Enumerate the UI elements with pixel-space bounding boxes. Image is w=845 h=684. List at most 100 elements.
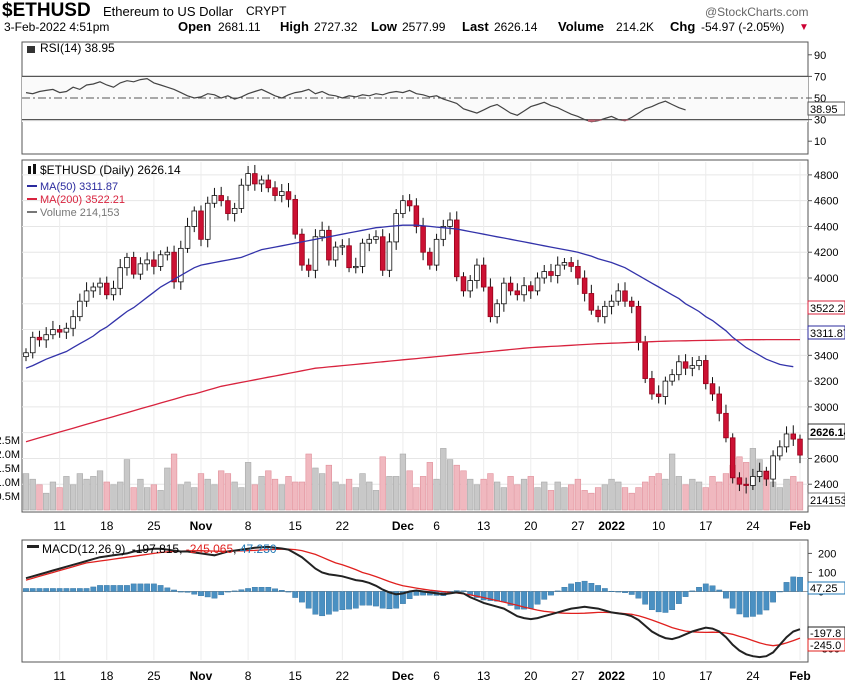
macd-tag-label: -197.8 bbox=[810, 628, 841, 640]
candle-down bbox=[346, 245, 352, 269]
volume-bar bbox=[157, 490, 164, 511]
candle-down bbox=[265, 179, 272, 189]
price-tick-label: 2400 bbox=[814, 479, 838, 491]
x-axis-label: 18 bbox=[100, 519, 114, 533]
candle-up bbox=[366, 238, 373, 244]
macd-histogram-bar bbox=[359, 591, 366, 606]
candle-down bbox=[406, 200, 413, 207]
volume-bar bbox=[56, 487, 63, 511]
volume-bar bbox=[473, 484, 481, 511]
candle-up bbox=[117, 267, 123, 289]
ma200-tag-box bbox=[807, 300, 845, 315]
macd-histogram-bar bbox=[305, 591, 312, 609]
candle-up bbox=[783, 433, 790, 448]
volume-bar bbox=[453, 464, 460, 511]
volume-bar bbox=[702, 487, 709, 511]
candle-down bbox=[252, 173, 258, 185]
rsi-oversold-fill bbox=[587, 119, 595, 122]
volume-bar bbox=[534, 487, 541, 511]
volume-bar bbox=[648, 476, 656, 511]
candle-up bbox=[662, 380, 669, 397]
macd-histogram-bar bbox=[130, 583, 137, 592]
candle-down bbox=[460, 276, 467, 292]
rsi-value-tag bbox=[807, 101, 845, 116]
volume-bar bbox=[507, 476, 514, 511]
candle-up bbox=[467, 280, 473, 292]
volume-bar bbox=[399, 453, 407, 511]
x-axis-label: 27 bbox=[571, 669, 585, 683]
volume-bar bbox=[783, 478, 790, 511]
volume-bar bbox=[635, 487, 642, 511]
volume-bar bbox=[130, 487, 137, 511]
macd-histogram-bar bbox=[245, 588, 251, 592]
macd-histogram-bar bbox=[373, 591, 379, 607]
volume-bar bbox=[662, 478, 669, 511]
macd-histogram-bar bbox=[723, 591, 729, 599]
x-axis-label: Dec bbox=[392, 519, 414, 533]
volume-bar bbox=[689, 478, 696, 511]
candle-up bbox=[110, 287, 117, 296]
x-axis-label: Dec bbox=[392, 669, 414, 683]
volume-bar bbox=[305, 453, 312, 511]
volume-bar bbox=[285, 476, 292, 511]
macd-histogram-bar bbox=[649, 591, 655, 610]
macd-title: MACD(12,26,9) bbox=[42, 542, 125, 556]
candle-down bbox=[709, 383, 716, 395]
volume-bar bbox=[69, 484, 77, 511]
volume-bar bbox=[520, 478, 528, 511]
candle-up bbox=[191, 210, 198, 227]
candle-up bbox=[689, 365, 696, 369]
x-axis-label: 2022 bbox=[598, 669, 625, 683]
volume-bar bbox=[345, 478, 353, 511]
volume-bar bbox=[379, 456, 386, 511]
candle-down bbox=[487, 286, 494, 318]
high-label: High bbox=[280, 19, 309, 34]
macd-histogram-bar bbox=[90, 586, 97, 592]
macd-histogram-bar bbox=[507, 591, 514, 606]
macd-histogram-bar bbox=[608, 590, 615, 592]
last-price-tag-box bbox=[807, 423, 845, 440]
volume-bar bbox=[96, 470, 104, 511]
volume-bar bbox=[594, 487, 602, 511]
legend-swatch bbox=[27, 185, 37, 187]
volume-bar bbox=[615, 481, 622, 511]
volume-bar bbox=[177, 484, 184, 511]
volume-bar bbox=[191, 487, 198, 511]
candle-down bbox=[104, 282, 110, 296]
volume-tag-label: 214153 bbox=[810, 495, 845, 507]
volume-bar bbox=[265, 470, 272, 511]
macd-histogram-bar bbox=[379, 591, 386, 609]
candle-up bbox=[90, 286, 97, 292]
candle-up bbox=[501, 282, 507, 305]
candle-up bbox=[770, 455, 776, 480]
volume-bar bbox=[90, 476, 97, 511]
volume-bar bbox=[83, 478, 90, 511]
macd-histogram-bar bbox=[117, 585, 124, 592]
macd-histogram-bar bbox=[453, 590, 460, 592]
macd-histogram-bar bbox=[689, 590, 696, 592]
candle-down bbox=[198, 210, 204, 240]
volume-bar bbox=[527, 476, 534, 511]
candle-down bbox=[36, 336, 43, 341]
macd-histogram-bar bbox=[790, 576, 797, 592]
open-value: 2681.11 bbox=[218, 20, 261, 34]
macd-histogram-bar bbox=[325, 591, 332, 615]
candle-down bbox=[413, 205, 420, 227]
macd-histogram-bar bbox=[83, 588, 90, 592]
volume-bar bbox=[372, 490, 380, 511]
macd-histogram-bar bbox=[103, 585, 110, 592]
candle-up bbox=[77, 300, 83, 318]
instrument-name: Ethereum to US Dollar bbox=[103, 4, 234, 19]
macd-histogram-bar bbox=[292, 591, 299, 598]
volume-bar bbox=[319, 473, 326, 511]
volume-bar bbox=[547, 490, 555, 511]
macd-histogram-bar bbox=[628, 591, 635, 595]
volume-bar bbox=[440, 448, 447, 511]
candle-up bbox=[50, 329, 56, 336]
x-axis-label: 15 bbox=[289, 519, 303, 533]
x-axis-label: 22 bbox=[336, 669, 350, 683]
candle-down bbox=[622, 290, 628, 302]
ma200-tag: 3522.21 bbox=[807, 300, 845, 315]
legend-label: MA(200) 3522.21 bbox=[40, 194, 125, 206]
